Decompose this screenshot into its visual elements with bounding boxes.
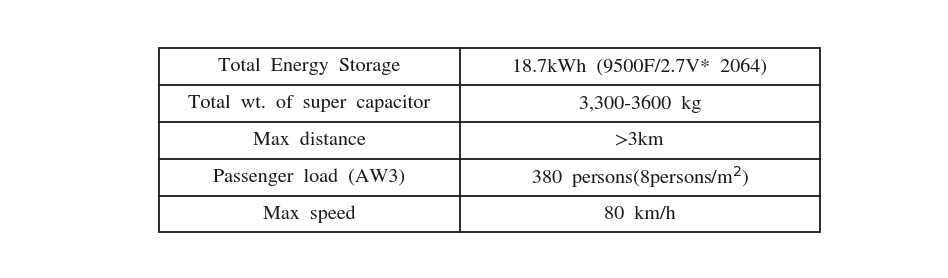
Bar [159,48,820,232]
Text: Max  speed: Max speed [263,205,356,223]
Text: 380  persons(8persons/m$^2$): 380 persons(8persons/m$^2$) [531,164,749,190]
Text: Total  Energy  Storage: Total Energy Storage [218,58,400,75]
Text: 18.7kWh  (9500F/2.7V*  2064): 18.7kWh (9500F/2.7V* 2064) [513,58,768,76]
Text: >3km: >3km [615,132,665,149]
Text: Max  distance: Max distance [253,132,366,149]
Text: Total  wt.  of  super  capacitor: Total wt. of super capacitor [189,95,430,112]
Text: Passenger  load  (AW3): Passenger load (AW3) [213,168,406,186]
Text: 80  km/h: 80 km/h [604,205,676,223]
Text: 3,300-3600  kg: 3,300-3600 kg [579,95,702,113]
